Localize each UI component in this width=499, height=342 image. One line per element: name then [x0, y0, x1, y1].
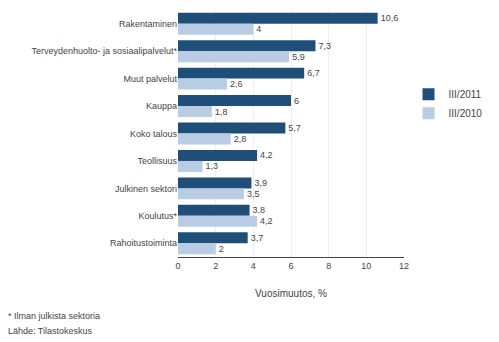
svg-text:10: 10: [361, 261, 371, 271]
svg-text:Vuosimuutos, %: Vuosimuutos, %: [255, 288, 327, 299]
svg-text:Rahoitustoiminta: Rahoitustoiminta: [110, 238, 177, 248]
svg-text:4: 4: [256, 24, 261, 34]
svg-text:2: 2: [219, 244, 224, 254]
svg-text:10,6: 10,6: [381, 13, 399, 23]
svg-text:2,8: 2,8: [234, 134, 247, 144]
svg-text:Kauppa: Kauppa: [146, 101, 177, 111]
svg-text:2: 2: [213, 261, 218, 271]
svg-text:III/2011: III/2011: [449, 89, 482, 100]
svg-text:3,5: 3,5: [247, 189, 260, 199]
svg-text:2,6: 2,6: [230, 79, 243, 89]
svg-text:1,8: 1,8: [215, 107, 228, 117]
svg-text:Muut palvelut: Muut palvelut: [123, 74, 177, 84]
svg-text:Julkinen sektori: Julkinen sektori: [115, 184, 177, 194]
svg-text:1,3: 1,3: [205, 161, 218, 171]
svg-text:III/2010: III/2010: [449, 108, 483, 119]
svg-text:0: 0: [175, 261, 180, 271]
svg-text:4,2: 4,2: [260, 216, 273, 226]
svg-text:7,3: 7,3: [318, 41, 331, 51]
svg-text:6: 6: [288, 261, 293, 271]
svg-text:Lähde: Tilastokeskus: Lähde: Tilastokeskus: [8, 326, 93, 336]
svg-text:Koko talous: Koko talous: [130, 129, 178, 139]
svg-text:3,7: 3,7: [251, 233, 264, 243]
svg-text:12: 12: [399, 261, 409, 271]
svg-text:4: 4: [251, 261, 256, 271]
svg-text:3,9: 3,9: [254, 178, 267, 188]
svg-text:6: 6: [294, 96, 299, 106]
svg-text:Koulutus*: Koulutus*: [138, 211, 177, 221]
svg-text:* Ilman julkista sektoria: * Ilman julkista sektoria: [8, 311, 100, 321]
svg-text:Terveydenhuolto- ja sosiaalipa: Terveydenhuolto- ja sosiaalipalvelut*: [31, 46, 177, 56]
svg-text:6,7: 6,7: [307, 68, 320, 78]
svg-text:Teollisuus: Teollisuus: [137, 156, 177, 166]
svg-text:Rakentaminen: Rakentaminen: [119, 19, 177, 29]
svg-text:3,8: 3,8: [253, 205, 266, 215]
svg-text:5,7: 5,7: [288, 123, 301, 133]
svg-text:5,9: 5,9: [292, 52, 305, 62]
svg-text:8: 8: [326, 261, 331, 271]
svg-text:4,2: 4,2: [260, 150, 273, 160]
